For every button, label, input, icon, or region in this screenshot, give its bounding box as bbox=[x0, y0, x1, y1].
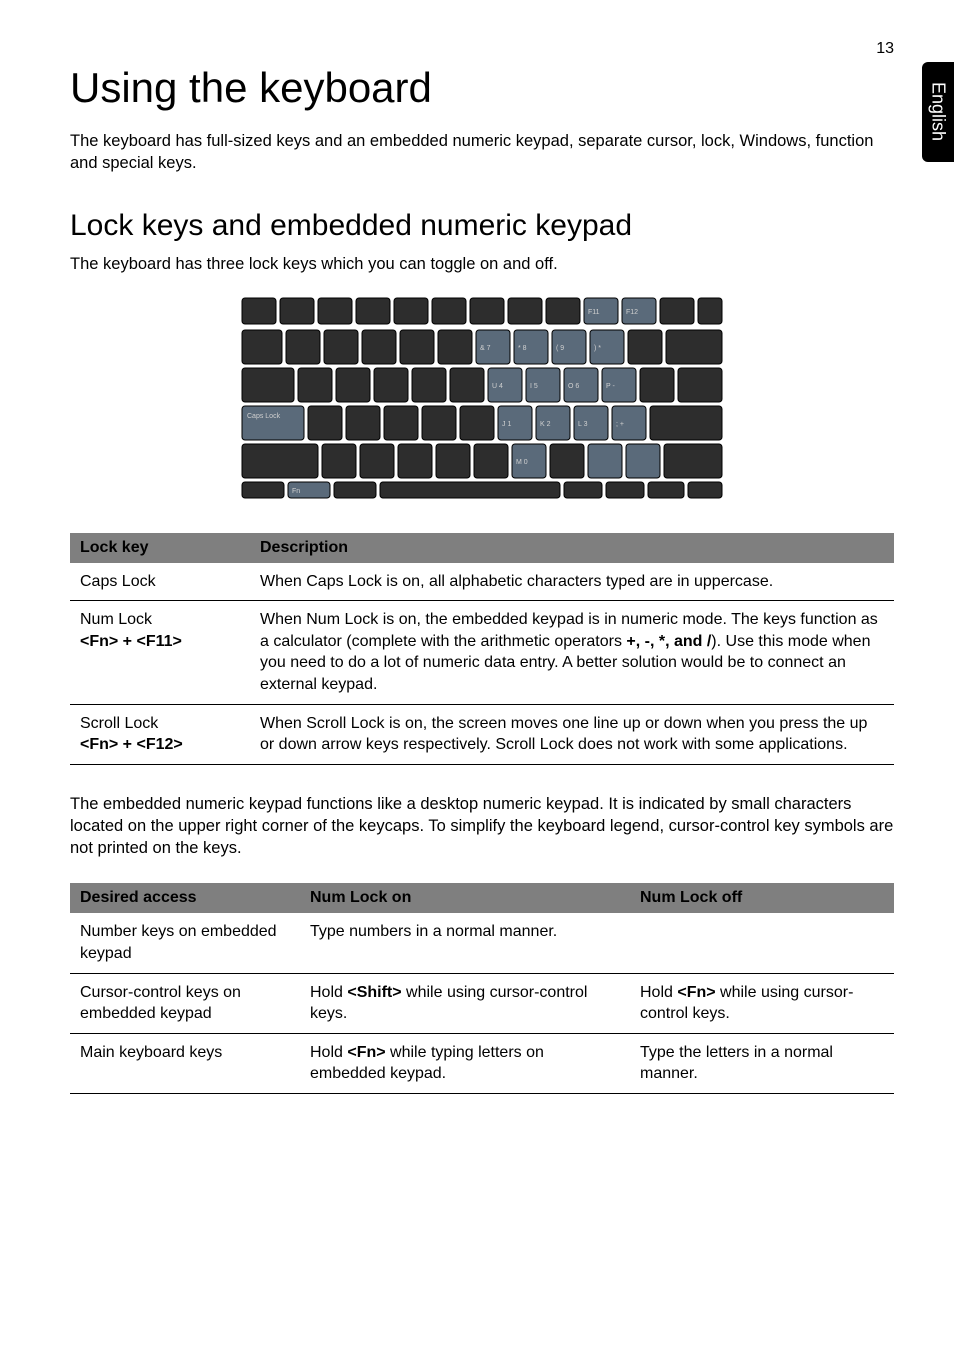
section-intro: The keyboard has three lock keys which y… bbox=[70, 255, 894, 274]
access-cell: Hold <Fn> while typing letters on embedd… bbox=[300, 1033, 630, 1093]
access-header-1: Desired access bbox=[70, 883, 300, 913]
access-header-3: Num Lock off bbox=[630, 883, 894, 913]
keyboard-figure: Caps Lock Fn & 7 * 8 ( 9 ) * U 4 I 5 O 6 P - J… bbox=[70, 292, 894, 507]
table-row: Caps Lock When Caps Lock is on, all alph… bbox=[70, 563, 894, 601]
access-cell bbox=[630, 913, 894, 973]
access-header-2: Num Lock on bbox=[300, 883, 630, 913]
intro-paragraph: The keyboard has full-sized keys and an … bbox=[70, 130, 894, 175]
lock-key-name: Scroll Lock bbox=[80, 713, 240, 735]
svg-text:F11: F11 bbox=[588, 309, 600, 316]
svg-text:* 8: * 8 bbox=[518, 345, 527, 352]
svg-text:J 1: J 1 bbox=[502, 421, 511, 428]
lock-key-name: Num Lock bbox=[80, 609, 240, 631]
access-cell: Type numbers in a normal manner. bbox=[300, 913, 630, 973]
embedded-keypad-paragraph: The embedded numeric keypad functions li… bbox=[70, 793, 894, 860]
language-tab: English bbox=[922, 62, 954, 162]
svg-text:F12: F12 bbox=[626, 309, 638, 316]
svg-text:; +: ; + bbox=[616, 421, 624, 428]
table-row: Main keyboard keys Hold <Fn> while typin… bbox=[70, 1033, 894, 1093]
table-row: Scroll Lock <Fn> + <F12> When Scroll Loc… bbox=[70, 704, 894, 764]
lock-key-combo: <Fn> + <F12> bbox=[80, 736, 183, 753]
lock-key-combo: <Fn> + <F11> bbox=[80, 633, 182, 650]
svg-text:Fn: Fn bbox=[292, 488, 300, 495]
lock-table-header-desc: Description bbox=[250, 533, 894, 563]
access-cell: Type the letters in a normal manner. bbox=[630, 1033, 894, 1093]
access-cell: Cursor-control keys on embedded keypad bbox=[70, 973, 300, 1033]
access-cell: Main keyboard keys bbox=[70, 1033, 300, 1093]
access-cell: Hold <Fn> while using cursor-control key… bbox=[630, 973, 894, 1033]
table-row: Number keys on embedded keypad Type numb… bbox=[70, 913, 894, 973]
svg-text:O 6: O 6 bbox=[568, 383, 579, 390]
svg-text:L 3: L 3 bbox=[578, 421, 588, 428]
svg-text:M 0: M 0 bbox=[516, 459, 528, 466]
page-title: Using the keyboard bbox=[70, 64, 894, 112]
section-heading: Lock keys and embedded numeric keypad bbox=[70, 209, 894, 243]
lock-key-desc: When Num Lock is on, the embedded keypad… bbox=[250, 601, 894, 704]
lock-key-desc: When Caps Lock is on, all alphabetic cha… bbox=[250, 563, 894, 601]
lock-table-header-key: Lock key bbox=[70, 533, 250, 563]
lock-key-name: Caps Lock bbox=[80, 571, 240, 593]
svg-text:& 7: & 7 bbox=[480, 345, 491, 352]
table-row: Cursor-control keys on embedded keypad H… bbox=[70, 973, 894, 1033]
svg-text:( 9: ( 9 bbox=[556, 345, 564, 352]
svg-text:P -: P - bbox=[606, 383, 615, 390]
table-row: Num Lock <Fn> + <F11> When Num Lock is o… bbox=[70, 601, 894, 704]
lock-keys-table: Lock key Description Caps Lock When Caps… bbox=[70, 533, 894, 765]
access-cell: Number keys on embedded keypad bbox=[70, 913, 300, 973]
svg-text:U 4: U 4 bbox=[492, 383, 503, 390]
page-number: 13 bbox=[70, 40, 894, 58]
svg-text:K 2: K 2 bbox=[540, 421, 551, 428]
lock-key-desc: When Scroll Lock is on, the screen moves… bbox=[250, 704, 894, 764]
svg-text:) *: ) * bbox=[594, 345, 601, 352]
access-cell: Hold <Shift> while using cursor-control … bbox=[300, 973, 630, 1033]
svg-text:I 5: I 5 bbox=[530, 383, 538, 390]
svg-text:Caps Lock: Caps Lock bbox=[247, 413, 281, 420]
desired-access-table: Desired access Num Lock on Num Lock off … bbox=[70, 883, 894, 1094]
